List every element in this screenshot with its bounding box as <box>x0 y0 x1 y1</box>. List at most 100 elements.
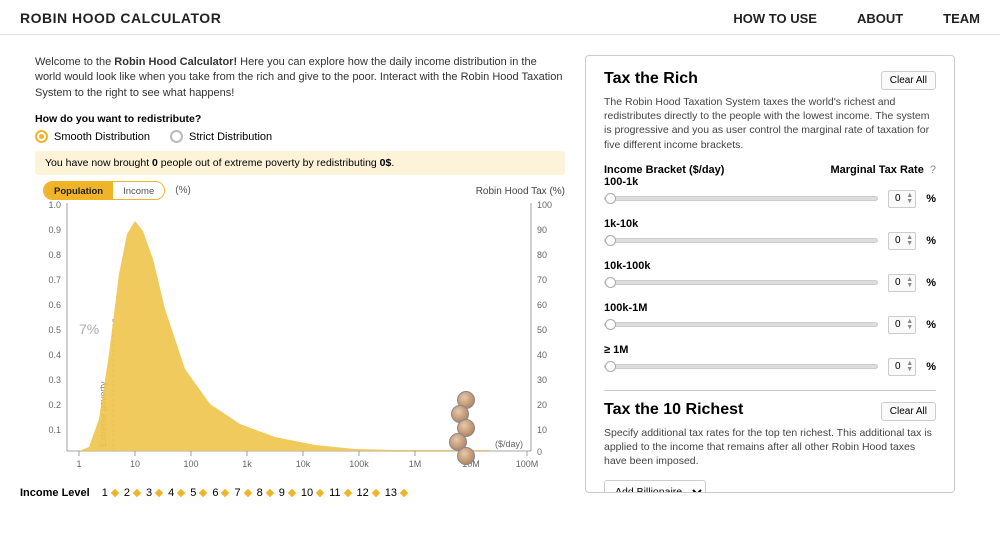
diamond-icon <box>288 489 296 497</box>
legend-item[interactable]: 5 <box>190 487 206 499</box>
diamond-icon <box>221 489 229 497</box>
bracket-slider[interactable] <box>604 196 878 201</box>
bracket-rate-input[interactable]: 0▲▼ <box>888 316 916 334</box>
tax-rich-title: Tax the Rich <box>604 70 698 88</box>
tax-10-richest-title: Tax the 10 Richest <box>604 401 743 419</box>
bracket-slider[interactable] <box>604 364 878 369</box>
radio-strict[interactable]: Strict Distribution <box>170 130 272 143</box>
legend-item[interactable]: 10 <box>301 487 323 499</box>
legend-item[interactable]: 3 <box>146 487 162 499</box>
clear-all-tax10-button[interactable]: Clear All <box>881 402 936 421</box>
svg-text:0.9: 0.9 <box>48 225 61 235</box>
chart-toggle: Population Income <box>43 181 165 200</box>
svg-text:1k: 1k <box>242 459 252 469</box>
svg-text:0.6: 0.6 <box>48 300 61 310</box>
svg-text:0.8: 0.8 <box>48 250 61 260</box>
diamond-icon <box>243 489 251 497</box>
svg-text:0.5: 0.5 <box>48 325 61 335</box>
bracket-rate-input[interactable]: 0▲▼ <box>888 358 916 376</box>
toggle-unit: (%) <box>175 185 191 196</box>
bracket-slider[interactable] <box>604 238 878 243</box>
svg-text:10: 10 <box>130 459 140 469</box>
svg-text:100: 100 <box>183 459 198 469</box>
toggle-income[interactable]: Income <box>113 182 164 199</box>
intro-text: Welcome to the Robin Hood Calculator! He… <box>35 55 565 101</box>
svg-text:0.7: 0.7 <box>48 275 61 285</box>
nav-how-to-use[interactable]: HOW TO USE <box>733 11 817 26</box>
nav-team[interactable]: TEAM <box>943 11 980 26</box>
top-bar: ROBIN HOOD CALCULATOR HOW TO USE ABOUT T… <box>0 0 1000 35</box>
left-panel: Welcome to the Robin Hood Calculator! He… <box>35 55 565 499</box>
billionaire-avatars <box>457 391 475 461</box>
redistribute-radios: Smooth Distribution Strict Distribution <box>35 130 565 143</box>
svg-text:0.3: 0.3 <box>48 375 61 385</box>
legend-item[interactable]: 1 <box>102 487 118 499</box>
svg-text:0.2: 0.2 <box>48 400 61 410</box>
bracket-1m-plus: ≥ 1M 0▲▼ % <box>604 344 936 376</box>
income-level-legend: Income Level 1 2 3 4 5 6 7 8 9 10 11 12 … <box>20 487 565 499</box>
distribution-area <box>79 221 490 451</box>
svg-text:7%: 7% <box>79 321 99 337</box>
diamond-icon <box>199 489 207 497</box>
diamond-icon <box>155 489 163 497</box>
bracket-1k-10k: 1k-10k 0▲▼ % <box>604 218 936 250</box>
bracket-10k-100k: 10k-100k 0▲▼ % <box>604 260 936 292</box>
legend-item[interactable]: 9 <box>279 487 295 499</box>
svg-text:40: 40 <box>537 350 547 360</box>
bracket-slider[interactable] <box>604 322 878 327</box>
radio-icon-selected <box>35 130 48 143</box>
bracket-col-header: Income Bracket ($/day) <box>604 164 724 176</box>
svg-text:10: 10 <box>537 425 547 435</box>
diamond-icon <box>177 489 185 497</box>
legend-item[interactable]: 4 <box>168 487 184 499</box>
toggle-population[interactable]: Population <box>44 182 113 199</box>
svg-text:1: 1 <box>76 459 81 469</box>
svg-text:1.0: 1.0 <box>48 200 61 210</box>
nav-about[interactable]: ABOUT <box>857 11 903 26</box>
svg-text:20: 20 <box>537 400 547 410</box>
svg-text:0.4: 0.4 <box>48 350 61 360</box>
clear-all-tax-button[interactable]: Clear All <box>881 71 936 90</box>
tax-10-desc: Specify additional tax rates for the top… <box>604 426 936 469</box>
bracket-100-1k: 100-1k 0▲▼ % <box>604 176 936 208</box>
bracket-rate-input[interactable]: 0▲▼ <box>888 190 916 208</box>
add-billionaire-select[interactable]: Add Billionaire <box>604 480 706 493</box>
svg-text:70: 70 <box>537 275 547 285</box>
diamond-icon <box>133 489 141 497</box>
diamond-icon <box>343 489 351 497</box>
right-panel: Tax the Rich Clear All The Robin Hood Ta… <box>585 55 955 493</box>
legend-item[interactable]: 13 <box>385 487 407 499</box>
diamond-icon <box>400 489 408 497</box>
svg-text:50: 50 <box>537 325 547 335</box>
redistribute-question: How do you want to redistribute? <box>35 113 565 125</box>
legend-item[interactable]: 2 <box>124 487 140 499</box>
bracket-rate-input[interactable]: 0▲▼ <box>888 232 916 250</box>
legend-item[interactable]: 12 <box>357 487 379 499</box>
tax-rich-desc: The Robin Hood Taxation System taxes the… <box>604 95 936 152</box>
result-banner: You have now brought 0 people out of ext… <box>35 151 565 175</box>
svg-text:60: 60 <box>537 300 547 310</box>
radio-smooth[interactable]: Smooth Distribution <box>35 130 150 143</box>
svg-text:30: 30 <box>537 375 547 385</box>
help-icon[interactable]: ? <box>930 164 936 176</box>
legend-item[interactable]: 11 <box>329 487 350 499</box>
svg-text:10k: 10k <box>296 459 311 469</box>
diamond-icon <box>316 489 324 497</box>
diamond-icon <box>372 489 380 497</box>
diamond-icon <box>265 489 273 497</box>
bracket-rate-input[interactable]: 0▲▼ <box>888 274 916 292</box>
svg-text:100M: 100M <box>516 459 539 469</box>
bracket-slider[interactable] <box>604 280 878 285</box>
legend-item[interactable]: 7 <box>234 487 250 499</box>
svg-text:($/day): ($/day) <box>495 439 523 449</box>
diamond-icon <box>111 489 119 497</box>
svg-text:1M: 1M <box>409 459 422 469</box>
svg-text:100k: 100k <box>349 459 369 469</box>
bracket-100k-1m: 100k-1M 0▲▼ % <box>604 302 936 334</box>
distribution-chart: 1.0 0.9 0.8 0.7 0.6 0.5 0.4 0.3 0.2 0.1 … <box>35 199 565 479</box>
legend-item[interactable]: 8 <box>257 487 273 499</box>
brand-title: ROBIN HOOD CALCULATOR <box>20 10 221 26</box>
radio-icon <box>170 130 183 143</box>
legend-item[interactable]: 6 <box>212 487 228 499</box>
svg-text:0: 0 <box>537 447 542 457</box>
